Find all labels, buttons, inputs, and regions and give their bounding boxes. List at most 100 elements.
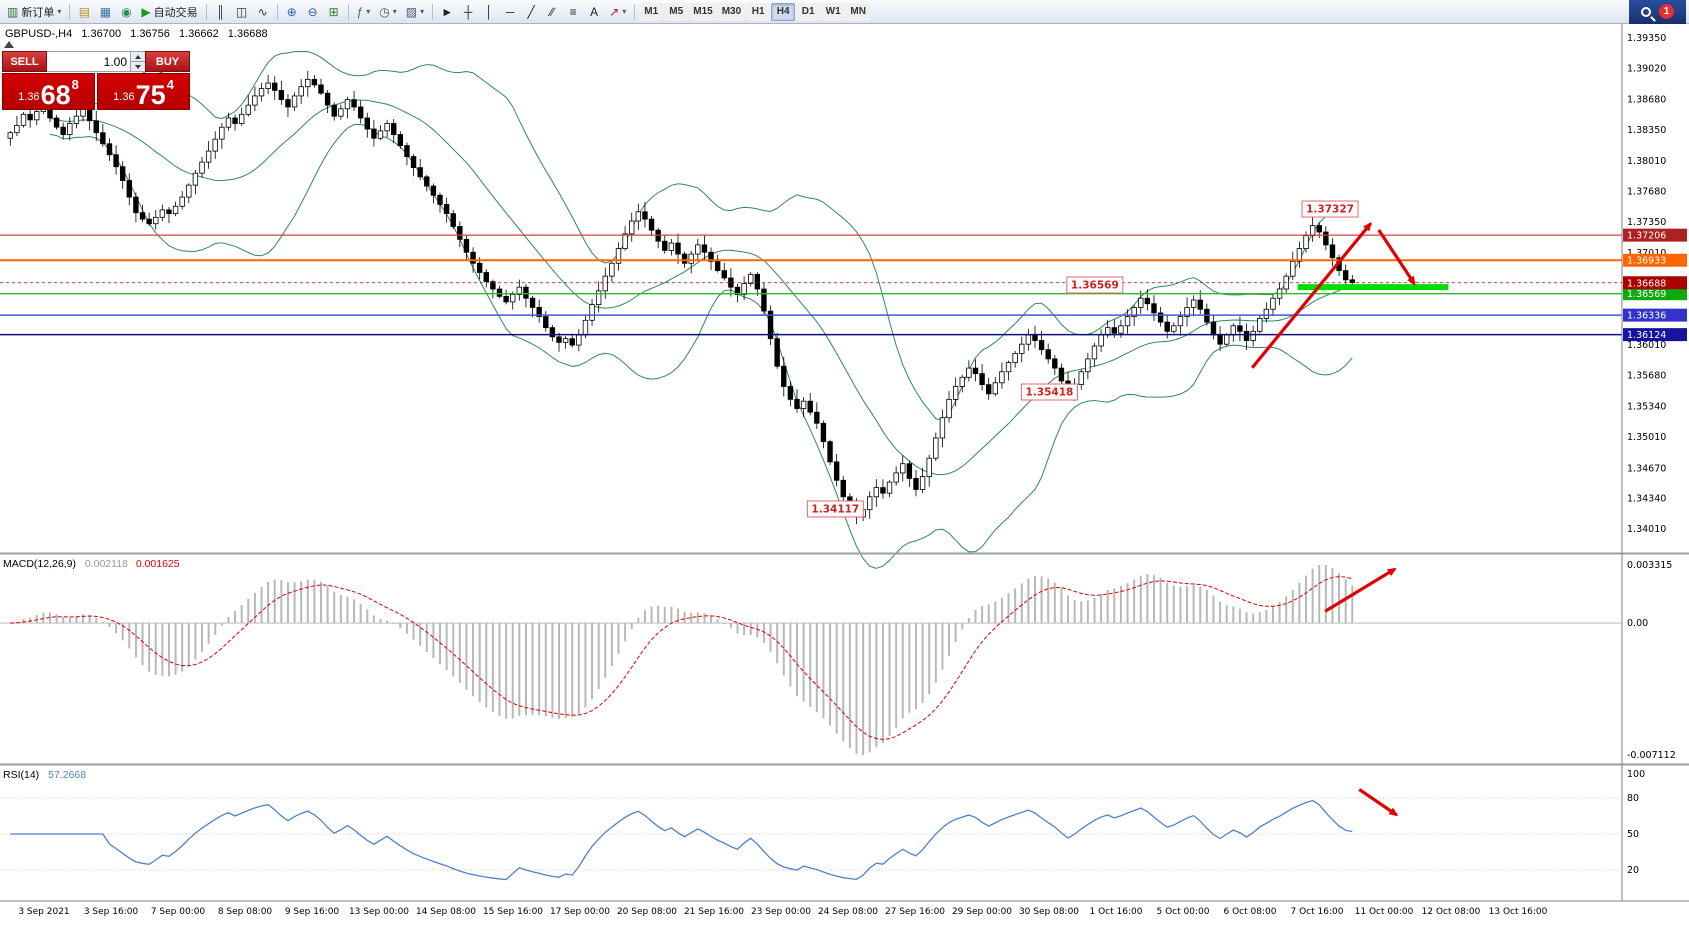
zoom-out-button[interactable]: ⊖ [303, 2, 323, 22]
notification-badge[interactable]: 1 [1659, 4, 1674, 19]
annotation-box[interactable]: 1.37327 [1301, 200, 1359, 218]
price-axis-label: 1.38350 [1627, 125, 1666, 136]
history-center-icon: ▤ [78, 4, 91, 19]
trend-arrow[interactable] [1377, 229, 1416, 286]
buy-price-point: 4 [166, 77, 174, 92]
time-axis[interactable] [0, 901, 1689, 940]
macd-name: MACD(12,26,9) [3, 558, 76, 570]
price-tag-label: 1.37206 [1627, 231, 1666, 242]
timeframe-d1-button[interactable]: D1 [796, 2, 821, 21]
horizontal-line-tool-icon: ─ [505, 4, 515, 19]
macd-histogram [9, 565, 1354, 755]
price-tag: 1.36336 [1623, 308, 1687, 322]
annotation-box[interactable]: 1.36569 [1066, 276, 1124, 294]
timeframe-m30-button[interactable]: M30 [717, 2, 746, 21]
bar-low-value: 1.36662 [178, 28, 219, 40]
price-axis-label: 1.35340 [1627, 402, 1666, 413]
autotrading-button[interactable]: ▶ 自动交易 [137, 2, 201, 22]
macd-axis-label: 0.00 [1627, 618, 1648, 629]
history-center-button[interactable]: ▤ [74, 2, 94, 22]
channel-tool-button[interactable]: ∕∕ [542, 2, 562, 22]
new-order-button[interactable]: ▥ 新订单 ▾ [3, 2, 65, 22]
candlestick-mode-button[interactable]: ◫ [232, 2, 252, 22]
trend-arrow[interactable] [1358, 788, 1399, 817]
volume-value[interactable]: 1.00 [103, 54, 127, 69]
toolbar-separator [432, 3, 434, 20]
tile-windows-icon: ⊞ [328, 4, 339, 19]
tile-windows-button[interactable]: ⊞ [324, 2, 344, 22]
volume-decrease-button[interactable] [131, 61, 145, 71]
volume-stepper: 1.00 [47, 51, 145, 72]
strategy-tester-button[interactable]: ▦ [95, 2, 115, 22]
indicators-button[interactable]: ƒ ▾ [353, 2, 375, 22]
chart-canvas[interactable]: 1.39350 1.39020 1.38680 1.38350 1.38010 1.376… [0, 24, 1689, 940]
time-axis-label: 30 Sep 08:00 [1019, 907, 1079, 917]
trendline-tool-button[interactable]: ╱ [521, 2, 541, 22]
triangle-down-icon [135, 64, 141, 69]
zoom-in-button[interactable]: ⊕ [282, 2, 302, 22]
timeframe-h1-button[interactable]: H1 [746, 2, 771, 21]
buy-button[interactable]: BUY [145, 51, 190, 72]
chart-symbol-timeframe: GBPUSD-,H4 [5, 28, 73, 40]
vertical-line-tool-button[interactable]: │ [479, 2, 499, 22]
cursor-tool-icon: ► [441, 4, 454, 19]
chart-plot-area[interactable] [0, 24, 1622, 901]
timeframe-mn-button[interactable]: MN [846, 2, 871, 21]
sell-price-button[interactable]: 1.36 68 8 [2, 73, 95, 110]
price-tag: 1.37206 [1623, 228, 1687, 242]
toolbar-separator [347, 3, 349, 20]
one-click-collapse-button[interactable] [4, 41, 14, 48]
price-axis-label: 1.39020 [1627, 63, 1666, 74]
sell-price-base: 1.36 [18, 91, 40, 103]
horizontal-line-tool-button[interactable]: ─ [500, 2, 520, 22]
sell-button[interactable]: SELL [2, 51, 47, 72]
time-axis-label: 14 Sep 08:00 [416, 907, 476, 917]
bar-chart-mode-button[interactable]: ║ [211, 2, 231, 22]
sell-price-point: 8 [71, 77, 79, 92]
buy-price-button[interactable]: 1.36 75 4 [97, 73, 190, 110]
annotation-box[interactable]: 1.34117 [806, 500, 864, 518]
price-axis-label: 1.37350 [1627, 217, 1666, 228]
cursor-tool-button[interactable]: ► [437, 2, 457, 22]
crosshair-tool-button[interactable]: ┼ [458, 2, 478, 22]
rsi-axis-label: 80 [1627, 793, 1639, 804]
timeframe-m15-button[interactable]: M15 [689, 2, 717, 21]
time-axis-label: 3 Sep 16:00 [84, 907, 139, 917]
dropdown-caret-icon: ▾ [622, 7, 627, 16]
periods-button[interactable]: ◷ ▾ [375, 2, 401, 22]
price-axis-label: 1.34670 [1627, 463, 1666, 474]
dropdown-caret-icon: ▾ [57, 7, 62, 16]
time-axis-label: 13 Oct 16:00 [1489, 907, 1548, 917]
fibonacci-tool-button[interactable]: ≡ [563, 2, 583, 22]
market-watch-button[interactable]: ◉ [116, 2, 136, 22]
price-axis[interactable] [1622, 24, 1689, 901]
one-click-trading-panel: SELL 1.00 BUY 1.36 68 8 1.36 75 4 [2, 51, 190, 110]
toolbar-right: 1 [1629, 0, 1686, 24]
timeframe-m1-button[interactable]: M1 [639, 2, 664, 21]
annotation-text: 1.37327 [1306, 204, 1354, 216]
templates-button[interactable]: ▨ ▾ [402, 2, 428, 22]
timeframe-w1-button[interactable]: W1 [821, 2, 846, 21]
timeframe-m5-button[interactable]: M5 [664, 2, 689, 21]
text-tool-button[interactable]: A [584, 2, 604, 22]
dropdown-caret-icon: ▾ [420, 7, 425, 16]
annotation-box[interactable]: 1.35418 [1020, 383, 1078, 401]
price-axis-label: 1.37010 [1627, 248, 1666, 259]
trend-arrow[interactable] [1250, 222, 1372, 369]
macd-axis-label: -0.007112 [1627, 750, 1676, 761]
toolbar-separator [205, 3, 207, 20]
volume-increase-button[interactable] [131, 52, 145, 61]
fibonacci-tool-icon: ≡ [569, 4, 577, 19]
price-axis-label: 1.37680 [1627, 187, 1666, 198]
price-tag-label: 1.36569 [1627, 289, 1666, 300]
line-chart-mode-button[interactable]: ∿ [253, 2, 273, 22]
timeframe-h4-button[interactable]: H4 [771, 2, 796, 21]
macd-main-value: 0.002118 [84, 558, 128, 570]
toolbar-separator [276, 3, 278, 20]
annotation-text: 1.35418 [1026, 386, 1074, 398]
search-icon[interactable] [1641, 6, 1651, 17]
trend-arrow[interactable] [1324, 567, 1397, 613]
arrows-tool-button[interactable]: ↗ ▾ [605, 2, 630, 22]
macd-axis-label: 0.003315 [1627, 560, 1672, 571]
price-tag: 1.36569 [1623, 287, 1687, 301]
